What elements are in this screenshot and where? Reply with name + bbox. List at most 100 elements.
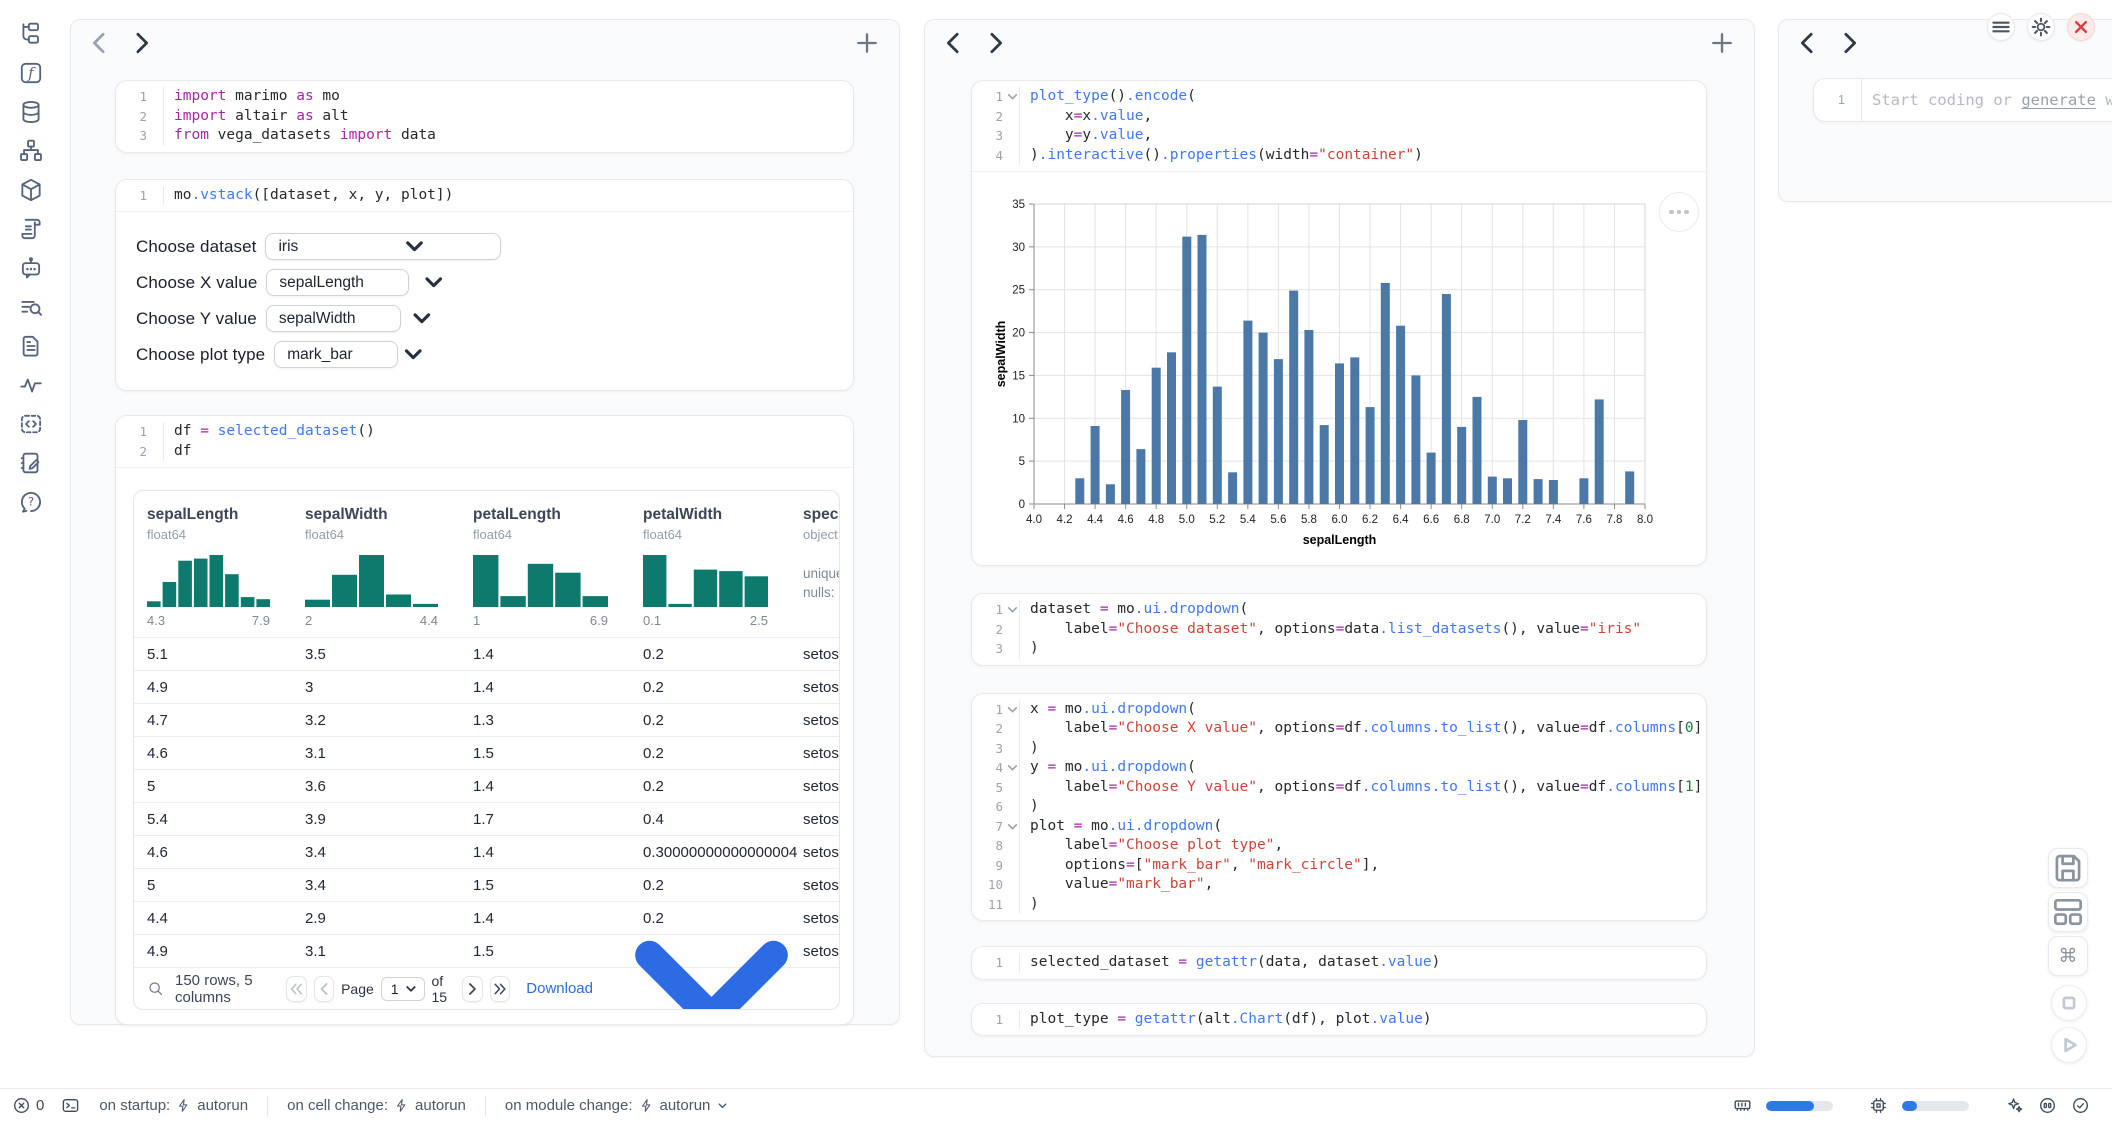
- autorun-value: autorun: [659, 1097, 711, 1114]
- gear-icon: [2028, 14, 2054, 40]
- add-cell-button[interactable]: [1708, 29, 1736, 57]
- chevron-right-icon[interactable]: [980, 28, 1010, 58]
- errors-indicator[interactable]: [12, 1096, 31, 1115]
- svg-text:sepalWidth: sepalWidth: [994, 321, 1008, 388]
- plot-type-cell[interactable]: 1 plot_type = getattr(alt.Chart(df), plot…: [971, 1002, 1707, 1036]
- altair-bar-chart[interactable]: 4.0 4.2 4.4 4.6 4.8 5.0 5.2 5.4 5.6 5.8 6.0 6.2 6.4 6…: [992, 184, 1692, 552]
- dropdown-select[interactable]: iris: [265, 233, 502, 260]
- outline-icon[interactable]: [18, 333, 44, 359]
- stop-button[interactable]: [2051, 985, 2087, 1021]
- code-editor[interactable]: 1 plot_type = getattr(alt.Chart(df), plot…: [972, 1004, 1706, 1036]
- autorun-label: on cell change:: [287, 1097, 389, 1114]
- panel-header: [925, 20, 1754, 66]
- chevron-left-icon[interactable]: [939, 28, 969, 58]
- dropdown-select[interactable]: sepalLength: [266, 269, 442, 296]
- functions-icon[interactable]: f: [18, 60, 44, 86]
- previous-page-button[interactable]: [313, 975, 335, 1002]
- datasources-icon[interactable]: [18, 99, 44, 125]
- table-cell: setosa: [803, 744, 839, 762]
- column-header-sepalWidth[interactable]: sepalWidth float64 2 4.4: [305, 506, 438, 628]
- terminal-button[interactable]: [61, 1096, 80, 1115]
- autorun-setting-0[interactable]: on startup: autorun: [99, 1097, 248, 1114]
- documentation-icon[interactable]: [18, 216, 44, 242]
- controls-cell[interactable]: 1 mo.vstack([dataset, x, y, plot]) Choose …: [115, 178, 854, 391]
- table-cell: 4.6: [147, 843, 168, 861]
- dropdown-select[interactable]: mark_bar: [274, 341, 422, 368]
- connection-status-icon[interactable]: [2071, 1096, 2090, 1115]
- selected-dataset-cell[interactable]: 1 selected_dataset = getattr(data, datase…: [971, 946, 1707, 980]
- menu-button[interactable]: [1987, 13, 2015, 41]
- download-button[interactable]: Download: [526, 874, 826, 1009]
- copilot-button[interactable]: [2038, 1096, 2057, 1115]
- chevron-right-icon[interactable]: [126, 28, 156, 58]
- code-editor[interactable]: 1 selected_dataset = getattr(data, datase…: [972, 947, 1706, 979]
- settings-button[interactable]: [2027, 13, 2055, 41]
- column-header-petalLength[interactable]: petalLength float64 1 6.9: [473, 506, 608, 628]
- svg-text:6.8: 6.8: [1454, 514, 1470, 526]
- scratchpad-icon[interactable]: [18, 450, 44, 476]
- column-header-petalWidth[interactable]: petalWidth float64 0.1 2.5: [643, 506, 768, 628]
- table-cell: setosa: [803, 777, 839, 795]
- code-editor[interactable]: 1 mo.vstack([dataset, x, y, plot]): [116, 180, 853, 212]
- run-button[interactable]: [2051, 1027, 2087, 1063]
- code-editor[interactable]: 1 dataset = mo.ui.dropdown(2 label="Choos…: [972, 594, 1706, 665]
- ai-chat-icon[interactable]: [18, 255, 44, 281]
- logs-icon[interactable]: [18, 294, 44, 320]
- menu-icon: [1988, 14, 2014, 40]
- generate-link[interactable]: generate: [2021, 91, 2096, 109]
- column-header-species[interactable]: speciesobjectunique:nulls:: [803, 506, 839, 600]
- search-icon[interactable]: [147, 980, 164, 997]
- table-cell: 3.6: [305, 777, 326, 795]
- dataframe-cell[interactable]: 1 df = selected_dataset() 2 df sepalLength fl…: [115, 415, 854, 1025]
- add-cell-button[interactable]: [853, 29, 881, 57]
- dropdown-row: Choose dataset iris: [136, 233, 853, 260]
- ai-sparkles-button[interactable]: [2005, 1096, 2024, 1115]
- file-tree-icon[interactable]: [18, 21, 44, 47]
- table-cell: setosa: [803, 843, 839, 861]
- new-cell-editor[interactable]: 1 Start coding or generate with AI: [1813, 78, 2112, 122]
- shutdown-button[interactable]: [2067, 13, 2095, 41]
- last-page-button[interactable]: [489, 975, 511, 1002]
- dropdown-select[interactable]: sepalWidth: [265, 305, 430, 332]
- chevron-right-icon[interactable]: [1834, 28, 1864, 58]
- code-line: 9 options=["mark_bar", "mark_circle"],: [972, 855, 1706, 875]
- dataframe-table[interactable]: sepalLength float64 4.3 7.9 sepalWidth float6…: [133, 490, 840, 1010]
- chart-actions-button[interactable]: [1659, 192, 1699, 232]
- plot-cell[interactable]: 1 plot_type().encode(2 x=x.value, 3 y=y.va…: [971, 80, 1707, 566]
- code-editor[interactable]: 1 plot_type().encode(2 x=x.value, 3 y=y.va…: [972, 81, 1706, 171]
- tracing-icon[interactable]: [18, 372, 44, 398]
- layout-button[interactable]: [2048, 892, 2088, 932]
- memory-usage-meter: [1766, 1100, 1833, 1111]
- help-icon[interactable]: ?: [18, 489, 44, 515]
- chevron-left-icon[interactable]: [85, 28, 115, 58]
- snippets-icon[interactable]: [18, 411, 44, 437]
- column-header-sepalLength[interactable]: sepalLength float64 4.3 7.9: [147, 506, 270, 628]
- svg-text:7.0: 7.0: [1484, 514, 1500, 526]
- save-button[interactable]: [2048, 848, 2088, 888]
- packages-icon[interactable]: [18, 177, 44, 203]
- svg-text:15: 15: [1012, 370, 1025, 382]
- dataset-dropdown-cell[interactable]: 1 dataset = mo.ui.dropdown(2 label="Choos…: [971, 593, 1707, 666]
- dropdown-row: Choose Y value sepalWidth: [136, 305, 853, 332]
- keyboard-shortcuts-button[interactable]: ⌘: [2048, 936, 2088, 976]
- svg-text:5.8: 5.8: [1301, 514, 1317, 526]
- dependency-graph-icon[interactable]: [18, 138, 44, 164]
- page-select[interactable]: 1: [380, 976, 425, 1001]
- table-row: 5 3.6 1.4 0.2 setosa: [134, 769, 839, 802]
- code-editor[interactable]: 1 df = selected_dataset() 2 df: [116, 416, 853, 467]
- table-cell: 3.5: [305, 645, 326, 663]
- first-page-button[interactable]: [286, 975, 307, 1002]
- table-row: 4.6 3.1 1.5 0.2 setosa: [134, 736, 839, 769]
- table-cell: 1.4: [473, 678, 494, 696]
- code-line: 2 import altair as alt: [116, 106, 853, 126]
- code-editor[interactable]: 1 import marimo as mo 2 import altair as al…: [116, 81, 853, 152]
- chevron-left-icon[interactable]: [1793, 28, 1823, 58]
- imports-cell[interactable]: 1 import marimo as mo 2 import altair as al…: [115, 80, 854, 153]
- autorun-setting-1[interactable]: on cell change: autorun: [287, 1097, 466, 1114]
- autorun-setting-2[interactable]: on module change: autorun: [505, 1097, 729, 1114]
- next-page-button[interactable]: [462, 975, 483, 1002]
- table-footer: 150 rows, 5 columns Page 1 of 15 Downloa…: [134, 940, 839, 1009]
